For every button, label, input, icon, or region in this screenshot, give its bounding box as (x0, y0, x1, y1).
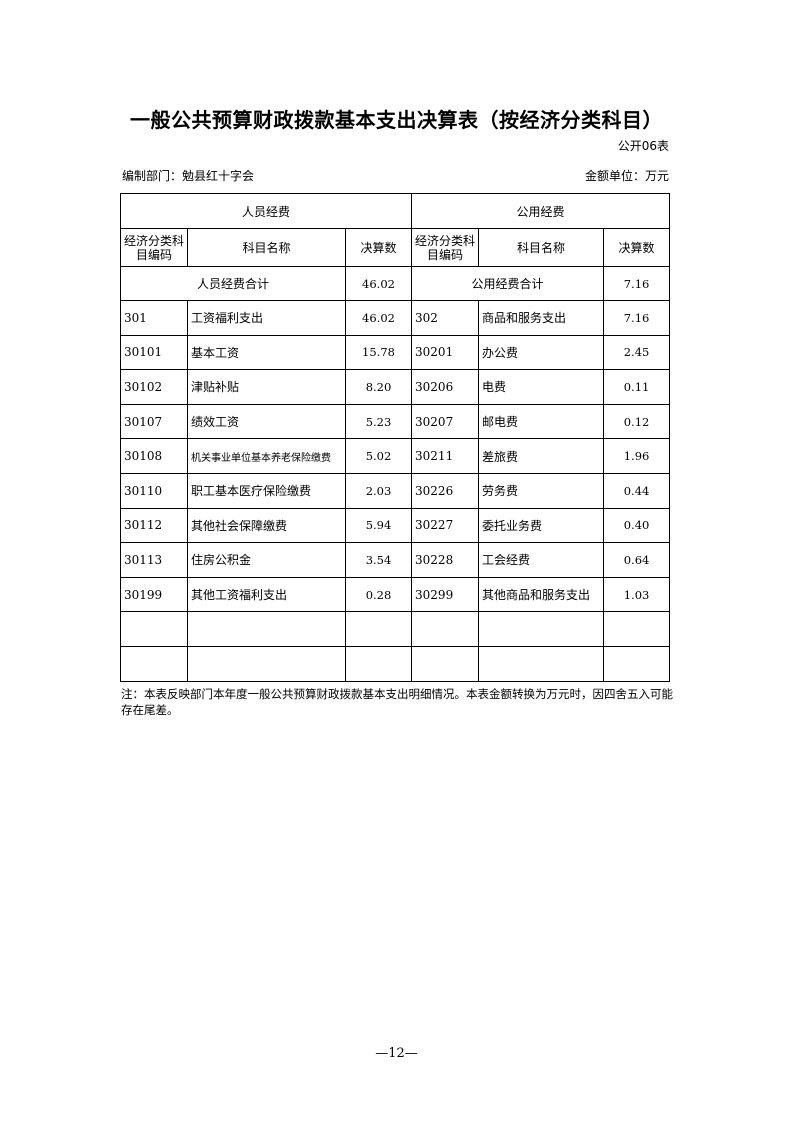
personnel-code: 30108 (120, 438, 188, 474)
table-row: 30112 其他社会保障缴费 5.94 30227 委托业务费 0.40 (120, 507, 671, 544)
public-name: 差旅费 (478, 438, 605, 474)
col-name: 科目名称 (478, 228, 605, 267)
page-title: 一般公共预算财政拨款基本支出决算表（按经济分类科目） (130, 108, 663, 132)
col-name: 科目名称 (187, 228, 346, 267)
col-code: 经济分类科目编码 (120, 228, 188, 267)
department-label: 编制部门：勉县红十字会 (122, 169, 255, 183)
public-code: 30299 (411, 576, 480, 613)
table-row: 30110 职工基本医疗保险缴费 2.03 30226 劳务费 0.44 (120, 472, 671, 509)
personnel-amount: 5.23 (344, 403, 413, 440)
personnel-total-value: 46.02 (344, 266, 413, 301)
personnel-code (120, 611, 188, 647)
personnel-code: 30199 (120, 576, 188, 613)
expenditure-table: 人员经费 公用经费 经济分类科目编码 科目名称 决算数 经济分类科目编码 科目名… (119, 193, 671, 682)
personnel-code: 30101 (120, 334, 188, 371)
personnel-total-label: 人员经费合计 (120, 266, 346, 301)
public-total-value: 7.16 (603, 266, 671, 301)
table-row: 301 工资福利支出 46.02 302 商品和服务支出 7.16 (120, 300, 671, 336)
public-amount: 0.40 (603, 507, 671, 544)
public-name: 商品和服务支出 (478, 300, 605, 336)
public-name: 劳务费 (478, 472, 605, 509)
public-code: 30207 (411, 403, 480, 440)
public-amount: 0.11 (603, 369, 671, 405)
personnel-name: 其他工资福利支出 (187, 576, 346, 613)
group-personnel: 人员经费 (119, 193, 413, 229)
personnel-name: 绩效工资 (187, 403, 346, 440)
public-amount (603, 611, 671, 647)
personnel-amount: 46.02 (344, 300, 413, 336)
public-code: 30211 (411, 438, 480, 474)
public-name: 邮电费 (478, 403, 605, 440)
public-amount: 1.03 (603, 576, 671, 613)
public-name: 其他商品和服务支出 (478, 576, 605, 613)
personnel-name: 其他社会保障缴费 (187, 507, 346, 544)
group-public: 公用经费 (411, 193, 671, 229)
personnel-amount: 8.20 (344, 369, 413, 405)
table-row: 30199 其他工资福利支出 0.28 30299 其他商品和服务支出 1.03 (120, 576, 671, 613)
personnel-amount: 0.28 (344, 576, 413, 613)
public-name: 电费 (478, 369, 605, 405)
personnel-name: 津贴补贴 (187, 369, 346, 405)
personnel-amount (344, 645, 413, 682)
public-amount: 0.12 (603, 403, 671, 440)
public-amount: 1.96 (603, 438, 671, 474)
public-code: 302 (411, 300, 480, 336)
table-number: 公开06表 (617, 139, 669, 153)
page-number: —12— (375, 1046, 418, 1061)
public-total-label: 公用经费合计 (411, 266, 605, 301)
group-header-row: 人员经费 公用经费 (119, 193, 671, 229)
table-row (120, 611, 671, 647)
public-name: 办公费 (478, 334, 605, 371)
table-row: 30113 住房公积金 3.54 30228 工会经费 0.64 (120, 542, 671, 578)
personnel-code: 30102 (120, 369, 188, 405)
personnel-amount: 5.94 (344, 507, 413, 544)
personnel-name: 住房公积金 (187, 542, 346, 578)
public-code: 30228 (411, 542, 480, 578)
personnel-amount: 2.03 (344, 472, 413, 509)
public-name (478, 611, 605, 647)
public-code (411, 611, 480, 647)
table-row: 30102 津贴补贴 8.20 30206 电费 0.11 (120, 369, 671, 405)
col-amount: 决算数 (344, 228, 413, 267)
col-amount: 决算数 (603, 228, 671, 267)
total-row: 人员经费合计 46.02 公用经费合计 7.16 (120, 266, 671, 301)
personnel-name: 职工基本医疗保险缴费 (187, 472, 346, 509)
personnel-amount (344, 611, 413, 647)
public-code (411, 645, 480, 682)
personnel-code: 30113 (120, 542, 188, 578)
personnel-name (187, 645, 346, 682)
personnel-code: 30112 (120, 507, 188, 544)
public-code: 30206 (411, 369, 480, 405)
personnel-code (120, 645, 188, 682)
personnel-code: 301 (120, 300, 188, 336)
public-name: 委托业务费 (478, 507, 605, 544)
public-name: 工会经费 (478, 542, 605, 578)
table-row: 30108 机关事业单位基本养老保险缴费 5.02 30211 差旅费 1.96 (120, 438, 671, 474)
amount-unit-label: 金额单位：万元 (584, 169, 669, 183)
column-header-row: 经济分类科目编码 科目名称 决算数 经济分类科目编码 科目名称 决算数 (120, 228, 671, 267)
personnel-name: 基本工资 (187, 334, 346, 371)
public-amount (603, 645, 671, 682)
personnel-code: 30107 (120, 403, 188, 440)
col-code: 经济分类科目编码 (411, 228, 480, 267)
public-code: 30226 (411, 472, 480, 509)
table-row (120, 645, 671, 682)
personnel-code: 30110 (120, 472, 188, 509)
public-amount: 7.16 (603, 300, 671, 336)
table-row: 30101 基本工资 15.78 30201 办公费 2.45 (120, 334, 671, 371)
public-code: 30201 (411, 334, 480, 371)
public-amount: 0.64 (603, 542, 671, 578)
public-code: 30227 (411, 507, 480, 544)
personnel-name (187, 611, 346, 647)
personnel-name: 机关事业单位基本养老保险缴费 (187, 438, 346, 474)
public-amount: 0.44 (603, 472, 671, 509)
personnel-name: 工资福利支出 (187, 300, 346, 336)
personnel-amount: 15.78 (344, 334, 413, 371)
footnote: 注：本表反映部门本年度一般公共预算财政拨款基本支出明细情况。本表金额转换为万元时… (121, 687, 673, 717)
public-amount: 2.45 (603, 334, 671, 371)
personnel-amount: 3.54 (344, 542, 413, 578)
table-row: 30107 绩效工资 5.23 30207 邮电费 0.12 (120, 403, 671, 440)
personnel-amount: 5.02 (344, 438, 413, 474)
public-name (478, 645, 605, 682)
